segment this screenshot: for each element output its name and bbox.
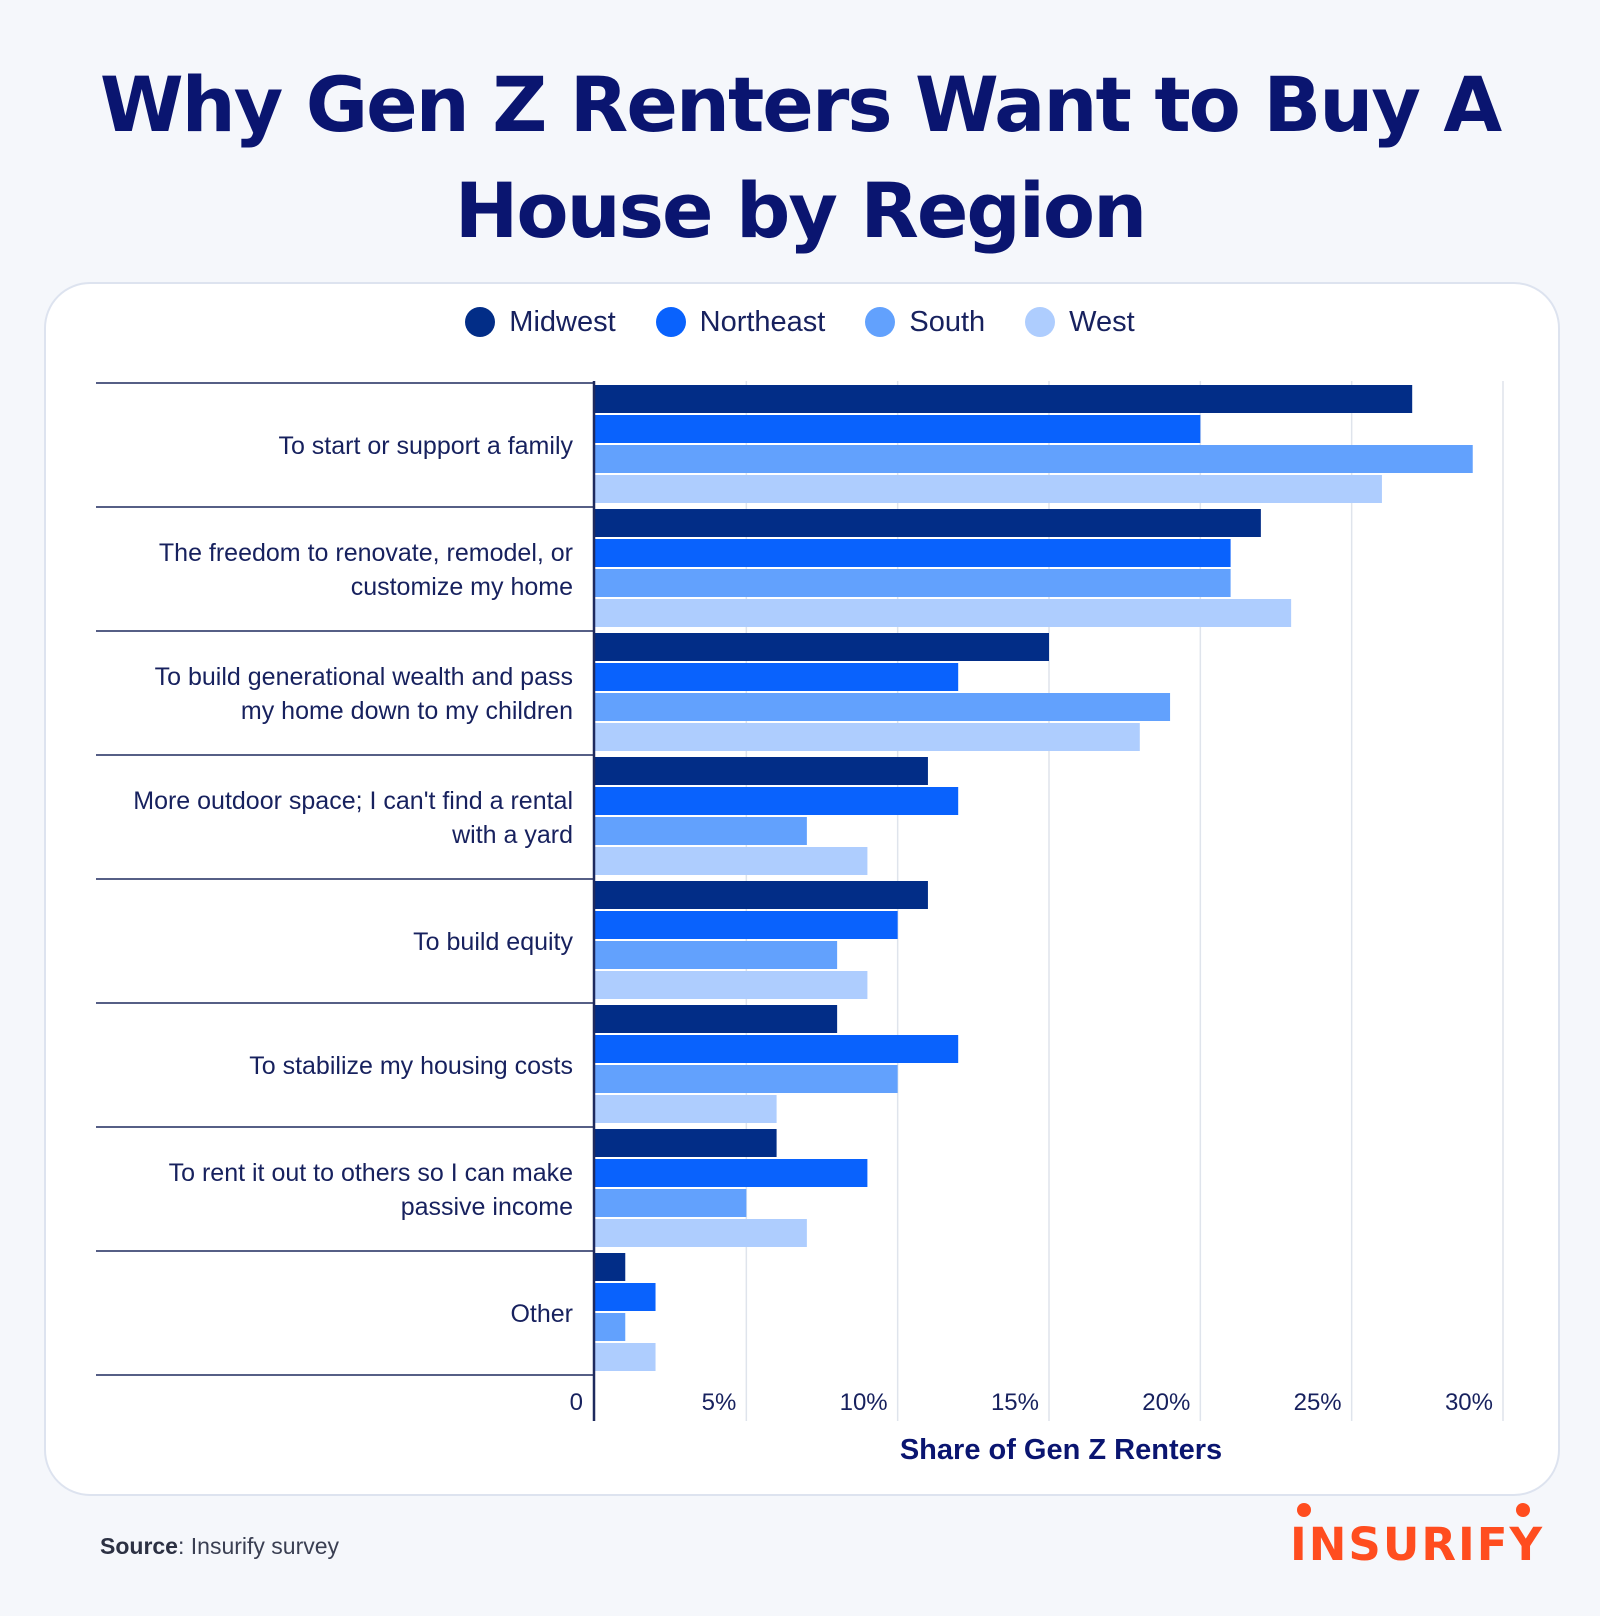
bar-northeast xyxy=(595,1283,656,1311)
insurify-logo: INSURIFY xyxy=(1290,1518,1544,1571)
category-label-line: my home down to my children xyxy=(241,697,573,725)
category-label-line: Other xyxy=(510,1300,573,1328)
bar-midwest xyxy=(595,757,928,785)
logo-text: INSURIFY xyxy=(1290,1518,1545,1571)
bar-northeast xyxy=(595,787,959,815)
category-label-line: More outdoor space; I can't find a renta… xyxy=(133,787,573,815)
x-tick-label: 25% xyxy=(1294,1389,1342,1416)
legend-swatch xyxy=(465,307,496,337)
bar-south xyxy=(595,941,838,969)
bar-west xyxy=(595,1343,656,1371)
legend-swatch xyxy=(655,307,686,337)
source-label: Source xyxy=(100,1533,178,1559)
bar-northeast xyxy=(595,1159,868,1187)
bar-midwest xyxy=(595,1253,626,1281)
category-label-line: To rent it out to others so I can make xyxy=(169,1159,573,1187)
bar-south xyxy=(595,1189,747,1217)
bar-midwest xyxy=(595,1129,777,1157)
bar-west xyxy=(595,475,1382,503)
x-axis-title: Share of Gen Z Renters xyxy=(900,1434,1222,1466)
category-label: To build generational wealth and pass my … xyxy=(155,663,573,725)
bar-northeast xyxy=(595,663,959,691)
category-label-line: customize my home xyxy=(351,573,573,601)
x-tick-label: 5% xyxy=(702,1389,737,1416)
x-tick-label: 20% xyxy=(1142,1389,1190,1416)
legend-label: Midwest xyxy=(509,305,616,338)
bar-midwest xyxy=(595,509,1261,537)
legend-item-midwest: Midwest xyxy=(465,305,616,339)
x-tick-label: 10% xyxy=(840,1389,888,1416)
x-tick-label: 30% xyxy=(1445,1389,1493,1416)
source-text: : Insurify survey xyxy=(177,1533,340,1559)
legend-label: South xyxy=(909,305,986,338)
category-label-line: To build generational wealth and pass xyxy=(155,663,573,691)
bar-west xyxy=(595,847,868,875)
category-label: To stabilize my housing costs xyxy=(249,1052,573,1080)
bar-south xyxy=(595,817,807,845)
category-label-line: To start or support a family xyxy=(278,432,573,460)
bar-west xyxy=(595,599,1292,627)
category-label-line: passive income xyxy=(401,1193,573,1221)
category-label: To start or support a family xyxy=(278,432,573,460)
x-tick-label: 0 xyxy=(570,1389,583,1416)
legend-label: West xyxy=(1069,305,1135,338)
bar-midwest xyxy=(595,881,928,909)
bar-midwest xyxy=(595,385,1413,413)
bar-west xyxy=(595,971,868,999)
chart-legend: Midwest Northeast South West xyxy=(0,300,1600,344)
bar-west xyxy=(595,1095,777,1123)
category-label-line: To stabilize my housing costs xyxy=(249,1052,573,1080)
bar-chart: To start or support a family The freedom … xyxy=(96,381,1504,1466)
x-tick-label: 15% xyxy=(991,1389,1039,1416)
bar-west xyxy=(595,723,1140,751)
bar-south xyxy=(595,1065,898,1093)
bar-northeast xyxy=(595,415,1201,443)
bar-midwest xyxy=(595,1005,838,1033)
legend-swatch xyxy=(1025,307,1056,337)
bar-south xyxy=(595,569,1231,597)
chart-title: Why Gen Z Renters Want to Buy A House by… xyxy=(99,60,1502,255)
category-label: To build equity xyxy=(413,928,573,956)
category-label-line: with a yard xyxy=(451,821,573,849)
bar-west xyxy=(595,1219,807,1247)
bar-northeast xyxy=(595,539,1231,567)
legend-swatch xyxy=(865,307,896,337)
category-label: The freedom to renovate, remodel, or cust… xyxy=(159,539,573,601)
legend-item-northeast: Northeast xyxy=(655,305,826,339)
category-label: More outdoor space; I can't find a renta… xyxy=(133,787,573,849)
source-note: Source: Insurify survey xyxy=(100,1533,339,1560)
bar-south xyxy=(595,1313,626,1341)
legend-item-west: West xyxy=(1025,306,1135,339)
bar-northeast xyxy=(595,911,898,939)
bar-south xyxy=(595,693,1171,721)
legend-label: Northeast xyxy=(699,305,826,338)
bar-midwest xyxy=(595,633,1049,661)
bar-northeast xyxy=(595,1035,959,1063)
logo-dot-left xyxy=(1297,1503,1311,1517)
bar-south xyxy=(595,445,1473,473)
logo-dot-right xyxy=(1516,1503,1530,1517)
category-label-line: The freedom to renovate, remodel, or xyxy=(159,539,573,567)
category-label: To rent it out to others so I can make pa… xyxy=(169,1159,573,1221)
category-label-line: To build equity xyxy=(413,928,573,956)
legend-item-south: South xyxy=(865,306,985,339)
category-label: Other xyxy=(510,1300,573,1328)
